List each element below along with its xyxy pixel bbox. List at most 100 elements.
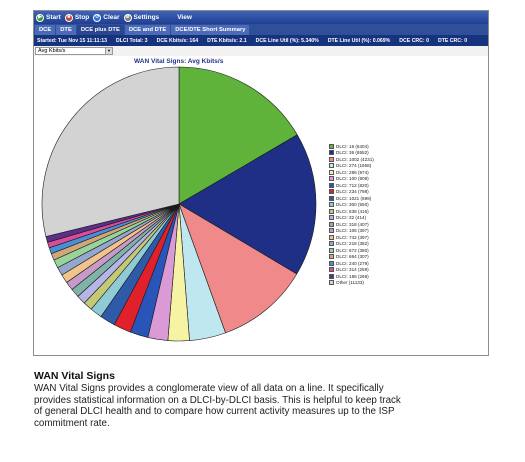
legend-swatch — [329, 156, 334, 162]
legend-swatch — [329, 202, 334, 208]
legend-item: DLCI: 712 (820) — [329, 182, 374, 189]
tab-dte[interactable]: DTE — [56, 25, 76, 35]
legend-item: DLCI: 664 (307) — [329, 254, 374, 261]
legend-item: DLCI: 186 (269) — [329, 273, 374, 280]
legend-label: DLCI: 638 (416) — [336, 208, 369, 214]
chart-legend: DLCI: 16 (6404) DLCI: 36 (6552) DLCI: 1002… — [329, 143, 374, 286]
legend-label: DLCI: 314 (259) — [336, 267, 369, 273]
legend-swatch — [329, 143, 334, 149]
legend-swatch — [329, 221, 334, 227]
view-menu[interactable]: View — [177, 14, 192, 21]
stop-icon: ■ — [64, 13, 73, 22]
legend-label: DLCI: 1021 (699) — [336, 195, 372, 201]
pie-slice — [178, 66, 298, 205]
tab-bar: DCE DTE DCE plus DTE DCE and DTE DCE/DTE… — [34, 24, 488, 35]
settings-button[interactable]: ⚙ Settings — [123, 13, 160, 22]
caption-body: WAN Vital Signs provides a conglomerate … — [34, 383, 494, 429]
legend-item: DLCI: 638 (416) — [329, 208, 374, 215]
legend-item: DLCI: 240 (279) — [329, 260, 374, 267]
legend-label: DLCI: 218 (382) — [336, 241, 369, 247]
legend-label: DLCI: 318 (407) — [336, 221, 369, 227]
legend-item: DLCI: 100 (909) — [329, 176, 374, 183]
play-icon: ▶ — [36, 13, 44, 22]
status-dce-kbits: DCE Kbits/s: 164 — [156, 37, 199, 44]
legend-item: DLCI: 106 (397) — [329, 228, 374, 235]
pie-slice — [178, 203, 298, 334]
metric-select[interactable]: Avg Kbits/s ▼ — [35, 47, 113, 55]
caption-line: commitment rate. — [34, 417, 110, 429]
status-dlci-total: DLCI Total: 3 — [115, 37, 148, 44]
legend-swatch — [329, 163, 334, 169]
tab-short-summary[interactable]: DCE/DTE Short Summary — [171, 25, 250, 35]
legend-item: DLCI: 32 (414) — [329, 215, 374, 222]
legend-item: DLCI: 1021 (699) — [329, 195, 374, 202]
legend-item: DLCI: 672 (380) — [329, 247, 374, 254]
legend-item: DLCI: 234 (798) — [329, 189, 374, 196]
legend-label: DLCI: 664 (307) — [336, 254, 369, 260]
legend-swatch — [329, 169, 334, 175]
settings-label: Settings — [133, 14, 160, 21]
view-label: View — [177, 14, 192, 21]
legend-swatch — [329, 228, 334, 234]
legend-item: Other (11133) — [329, 280, 374, 287]
legend-swatch — [329, 234, 334, 240]
stop-button[interactable]: ■ Stop — [64, 13, 90, 22]
caption-line: provides statistical information on a DL… — [34, 394, 401, 406]
pie-chart — [41, 66, 317, 342]
legend-label: DLCI: 234 (798) — [336, 189, 369, 195]
legend-swatch — [329, 280, 334, 286]
legend-item: DLCI: 314 (259) — [329, 267, 374, 274]
toolbar: ▶ Start ■ Stop ↺ Clear ⚙ Settings View — [34, 11, 488, 24]
tab-dce-and-dte[interactable]: DCE and DTE — [124, 25, 171, 35]
legend-label: DLCI: 106 (397) — [336, 228, 369, 234]
metric-select-value: Avg Kbits/s — [38, 48, 66, 54]
legend-item: DLCI: 300 (550) — [329, 202, 374, 209]
status-dte-line-util: DTE Line Util (%): 0.069% — [327, 37, 391, 44]
clear-icon: ↺ — [93, 13, 102, 22]
legend-swatch — [329, 267, 334, 273]
chevron-down-icon: ▼ — [105, 48, 112, 54]
legend-swatch — [329, 273, 334, 279]
caption-line: WAN Vital Signs provides a conglomerate … — [34, 383, 384, 394]
start-button[interactable]: ▶ Start — [36, 13, 61, 22]
legend-item: DLCI: 318 (407) — [329, 221, 374, 228]
legend-swatch — [329, 176, 334, 182]
status-dte-kbits: DTE Kbits/s: 2.1 — [207, 37, 247, 44]
status-started: Started: Tue Nov 15 11:11:13 — [37, 37, 107, 44]
metric-selector-row: Avg Kbits/s ▼ — [34, 46, 488, 56]
legend-swatch — [329, 182, 334, 188]
legend-label: DLCI: 286 (974) — [336, 169, 369, 175]
legend-label: DLCI: 300 (550) — [336, 202, 369, 208]
legend-label: Other (11133) — [336, 280, 364, 286]
legend-item: DLCI: 218 (382) — [329, 241, 374, 248]
legend-item: DLCI: 16 (6404) — [329, 143, 374, 150]
legend-swatch — [329, 260, 334, 266]
legend-label: DLCI: 712 (820) — [336, 182, 369, 188]
legend-label: DLCI: 1002 (4231) — [336, 156, 374, 162]
tab-dce-plus-dte[interactable]: DCE plus DTE — [76, 25, 124, 35]
clear-label: Clear — [103, 14, 120, 21]
legend-label: DLCI: 186 (269) — [336, 273, 369, 279]
legend-item: DLCI: 742 (397) — [329, 234, 374, 241]
clear-button[interactable]: ↺ Clear — [93, 13, 120, 22]
tab-dce[interactable]: DCE — [35, 25, 56, 35]
chart-title: WAN Vital Signs: Avg Kbits/s — [134, 58, 224, 65]
pie-slice — [41, 66, 180, 237]
legend-label: DLCI: 100 (909) — [336, 176, 369, 182]
status-dce-crc: DCE CRC: 0 — [399, 37, 429, 44]
legend-label: DLCI: 672 (380) — [336, 247, 369, 253]
legend-item: DLCI: 274 (1658) — [329, 163, 374, 170]
pie-slice — [178, 134, 317, 275]
stop-label: Stop — [74, 14, 90, 21]
legend-swatch — [329, 208, 334, 214]
caption-title: WAN Vital Signs — [34, 370, 115, 382]
app-window: ▶ Start ■ Stop ↺ Clear ⚙ Settings View D… — [33, 10, 489, 356]
legend-label: DLCI: 742 (397) — [336, 234, 369, 240]
gear-icon: ⚙ — [123, 13, 132, 22]
caption-line: of general DLCI health and to compare ho… — [34, 406, 395, 418]
legend-swatch — [329, 254, 334, 260]
legend-swatch — [329, 241, 334, 247]
legend-swatch — [329, 247, 334, 253]
status-dte-crc: DTE CRC: 0 — [437, 37, 468, 44]
legend-label: DLCI: 240 (279) — [336, 260, 369, 266]
